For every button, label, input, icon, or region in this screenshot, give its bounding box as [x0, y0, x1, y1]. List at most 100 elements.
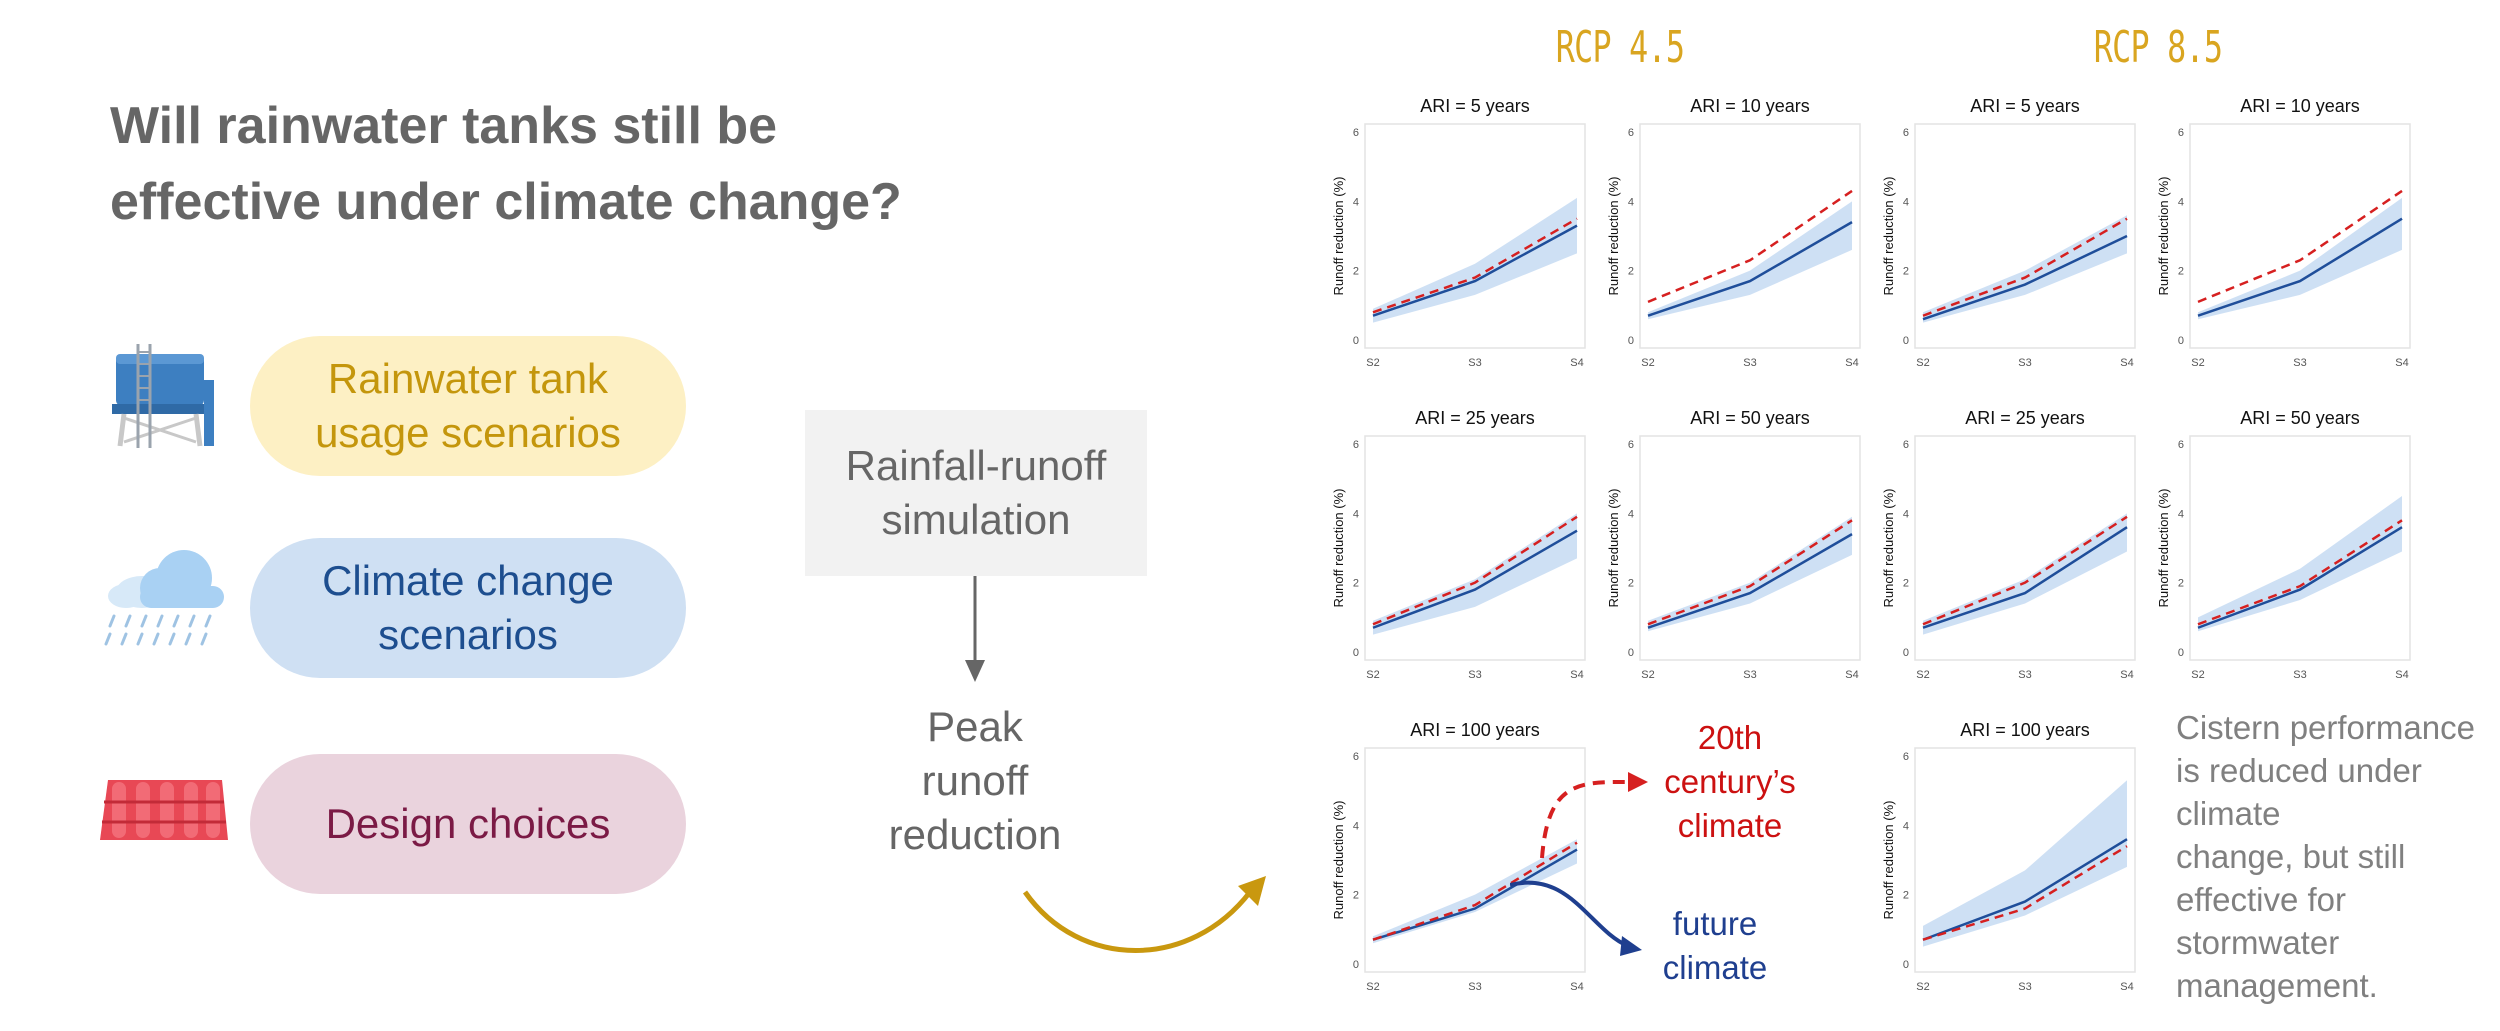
pill-line-1: Design choices	[325, 800, 611, 847]
x-tick-label: S2	[1366, 357, 1379, 369]
panel-frame	[2189, 435, 2411, 661]
panel-title: ARI = 50 years	[2240, 408, 2360, 428]
pill-text: Design choices	[326, 797, 611, 851]
panel-frame	[2189, 123, 2411, 349]
panel-title: ARI = 50 years	[1690, 408, 1810, 428]
x-tick-label: S4	[1570, 981, 1583, 993]
x-tick-label: S2	[1916, 981, 1929, 993]
y-tick-label: 2	[1628, 266, 1634, 278]
caption-line-3: climate	[2176, 795, 2281, 832]
x-tick-label: S2	[2191, 669, 2204, 681]
pill-text: Climate change scenarios	[322, 554, 614, 662]
y-tick-label: 0	[1903, 647, 1909, 659]
x-tick-label: S3	[2293, 669, 2306, 681]
sim-line-2: simulation	[881, 496, 1071, 543]
y-axis-label: Runoff reduction (%)	[1606, 489, 1621, 608]
pill-line-2: usage scenarios	[315, 409, 621, 456]
curved-arrow-icon	[1022, 876, 1266, 953]
y-tick-label: 2	[2178, 578, 2184, 590]
historical-climate-line	[1922, 845, 2128, 941]
future-climate-line	[1372, 529, 1578, 629]
historical-climate-line	[2197, 189, 2403, 304]
historical-climate-line	[1922, 217, 2128, 317]
y-tick-label: 4	[1628, 508, 1634, 520]
x-tick-label: S4	[1845, 357, 1858, 369]
y-tick-label: 6	[1628, 439, 1634, 451]
y-tick-label: 0	[2178, 335, 2184, 347]
pill-line-1: Climate change	[322, 557, 614, 604]
x-tick-label: S3	[1468, 981, 1481, 993]
y-axis-label: Runoff reduction (%)	[1331, 801, 1346, 920]
y-tick-label: 0	[1628, 647, 1634, 659]
y-tick-label: 4	[2178, 508, 2184, 520]
y-tick-label: 0	[1353, 335, 1359, 347]
y-tick-label: 4	[1903, 820, 1909, 832]
ann-blue-line-1: future	[1672, 905, 1758, 942]
historical-climate-line	[1647, 519, 1853, 626]
y-tick-label: 6	[1903, 127, 1909, 139]
x-tick-label: S2	[1641, 357, 1654, 369]
uncertainty-band	[1648, 516, 1852, 632]
x-tick-label: S4	[1570, 357, 1583, 369]
y-tick-label: 2	[1353, 890, 1359, 902]
rcp85-label: RCP 8.5	[2093, 22, 2223, 73]
pill-text: Rainwater tank usage scenarios	[315, 352, 621, 460]
panel-frame	[1364, 123, 1586, 349]
blue-arrowhead	[1620, 936, 1642, 956]
caption-line-7: management.	[2176, 967, 2378, 1004]
panel-3: ARI = 5 years 0 2 4 6 S2 S3 S4 Runoff reduction …	[1881, 96, 2136, 369]
y-tick-label: 4	[1353, 508, 1359, 520]
x-tick-label: S4	[2395, 357, 2408, 369]
panel-10: ARI = 100 years 0 2 4 6 S2 S3 S4 Runoff reductio…	[1881, 720, 2136, 993]
x-tick-label: S4	[1570, 669, 1583, 681]
y-tick-label: 0	[1903, 959, 1909, 971]
y-tick-label: 6	[1353, 439, 1359, 451]
y-tick-label: 0	[1903, 335, 1909, 347]
ann-red-line-2: century’s	[1664, 763, 1796, 800]
x-tick-label: S3	[2018, 669, 2031, 681]
future-climate-line	[1647, 533, 1853, 629]
panel-frame	[1639, 435, 1861, 661]
y-tick-label: 2	[1903, 890, 1909, 902]
y-axis-label: Runoff reduction (%)	[1331, 489, 1346, 608]
y-axis-label: Runoff reduction (%)	[1331, 177, 1346, 296]
caption-line-4: change, but still	[2176, 838, 2406, 875]
ann-red-line-1: 20th	[1697, 719, 1763, 756]
panel-frame	[1914, 435, 2136, 661]
peak-line-3: reduction	[888, 811, 1062, 858]
x-tick-label: S3	[1743, 357, 1756, 369]
uncertainty-band	[1923, 215, 2127, 323]
y-tick-label: 0	[2178, 647, 2184, 659]
y-tick-label: 2	[1353, 578, 1359, 590]
uncertainty-band	[1373, 513, 1577, 635]
x-tick-label: S4	[1845, 669, 1858, 681]
x-tick-label: S3	[2018, 981, 2031, 993]
pill-climate-scenarios: Climate change scenarios	[250, 538, 686, 678]
x-tick-label: S4	[2120, 669, 2133, 681]
y-tick-label: 6	[1628, 127, 1634, 139]
uncertainty-band	[2198, 496, 2402, 632]
red-arrowhead	[1628, 772, 1648, 792]
peak-line-1: Peak	[927, 703, 1023, 750]
future-climate-line	[2197, 217, 2403, 317]
y-tick-label: 6	[1353, 127, 1359, 139]
y-tick-label: 4	[1353, 820, 1359, 832]
caption: Cistern performance is reduced under cli…	[2176, 706, 2476, 1007]
panel-2: ARI = 10 years 0 2 4 6 S2 S3 S4 Runoff reduction…	[1606, 96, 1861, 369]
caption-line-6: stormwater	[2176, 924, 2340, 961]
panel-title: ARI = 10 years	[1690, 96, 1810, 116]
uncertainty-band	[1373, 197, 1577, 323]
panel-frame	[1364, 747, 1586, 973]
historical-climate-line	[1372, 217, 1578, 314]
historical-climate-line	[1922, 515, 2128, 626]
panel-frame	[1914, 747, 2136, 973]
y-axis-label: Runoff reduction (%)	[1881, 177, 1896, 296]
caption-line-5: effective for	[2176, 881, 2346, 918]
y-tick-label: 6	[2178, 127, 2184, 139]
caption-line-2: is reduced under	[2176, 752, 2422, 789]
title-line-2: effective under climate change?	[110, 173, 902, 231]
x-tick-label: S2	[1916, 357, 1929, 369]
red-dashed-arrow	[1540, 779, 1631, 859]
